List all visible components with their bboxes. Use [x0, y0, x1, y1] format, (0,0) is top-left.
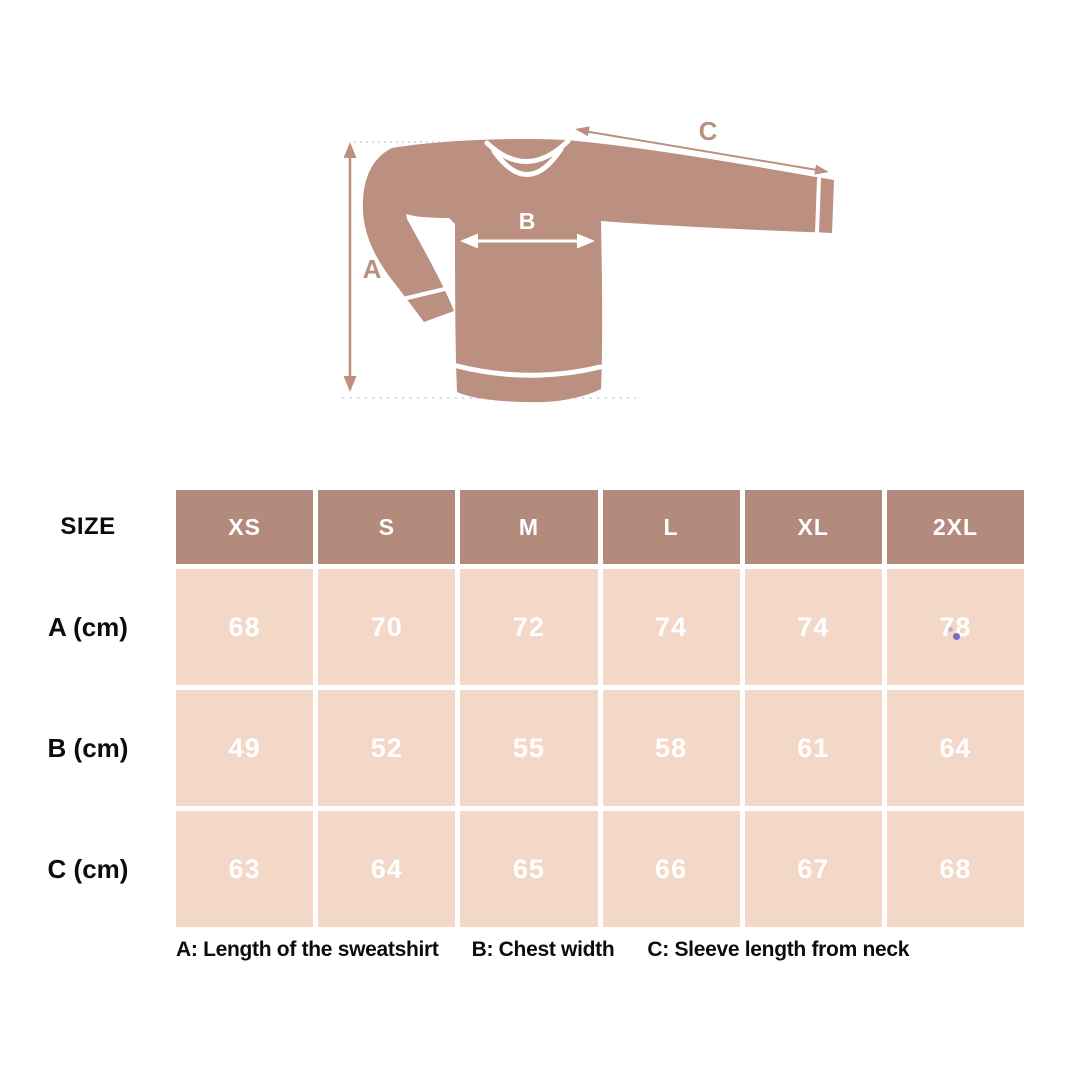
size-value-cell: 74: [744, 569, 882, 685]
row-label-c: C (cm): [47, 853, 129, 884]
size-value-cell: 65: [460, 811, 598, 927]
size-value-cell: 61: [744, 690, 882, 806]
legend-item-a: A: Length of the sweatshirt: [176, 938, 439, 961]
left-cuff-line: [401, 285, 455, 301]
measure-arrow-c: [575, 126, 829, 175]
size-value-cell: 55: [460, 690, 598, 806]
col-header-xl: XL: [744, 490, 882, 564]
legend-item-c: C: Sleeve length from neck: [647, 938, 910, 961]
legend-item-b: B: Chest width: [471, 938, 615, 961]
size-value-cell: 67: [744, 811, 882, 927]
measurement-legend: A: Length of the sweatshirt B: Chest wid…: [176, 938, 1036, 962]
hem-line: [454, 363, 603, 378]
size-value-cell: 66: [602, 811, 740, 927]
sweatshirt-measurement-diagram: A B C: [342, 116, 834, 403]
col-header-m: M: [460, 490, 598, 564]
size-value-cell: 70: [318, 569, 456, 685]
col-header-xs: XS: [176, 490, 314, 564]
measure-label-b: B: [519, 208, 536, 234]
col-header-s: S: [318, 490, 456, 564]
measure-arrow-b: [460, 233, 595, 249]
right-cuff-line: [815, 177, 821, 235]
size-value-cell: 49: [176, 690, 314, 806]
ink-smudge-dot: [948, 627, 953, 632]
measure-label-c: C: [699, 116, 718, 146]
sweatshirt-left-sleeve: [362, 148, 454, 322]
size-value-cell: 52: [318, 690, 456, 806]
size-value-cell: 58: [602, 690, 740, 806]
collar-line-inner: [491, 146, 564, 177]
ink-smudge-dot: [953, 633, 960, 640]
col-header-2xl: 2XL: [886, 490, 1024, 564]
size-value-cell: 68: [176, 569, 314, 685]
size-value-cell: 78: [886, 569, 1024, 685]
size-value-cell: 74: [602, 569, 740, 685]
measure-label-a: A: [363, 254, 382, 284]
size-value-cell: 72: [460, 569, 598, 685]
size-corner-label: SIZE: [60, 513, 116, 540]
row-label-b: B (cm): [47, 732, 129, 763]
measure-arrow-a: [343, 142, 357, 392]
col-header-l: L: [602, 490, 740, 564]
size-table: XS S M L XL 2XL 68 70 72 74 74 78 49 52 …: [176, 490, 1024, 927]
size-value-cell: 63: [176, 811, 314, 927]
size-value-cell: 68: [886, 811, 1024, 927]
size-value-cell: 64: [886, 690, 1024, 806]
row-label-a: A (cm): [48, 611, 128, 642]
size-value-cell: 64: [318, 811, 456, 927]
sweatshirt-body: [392, 138, 834, 403]
